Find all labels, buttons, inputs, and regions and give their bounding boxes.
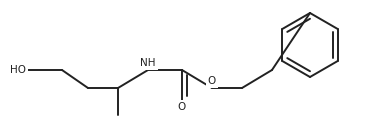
Text: HO: HO — [10, 65, 26, 75]
Text: NH: NH — [140, 58, 156, 68]
Text: O: O — [208, 76, 216, 86]
Text: O: O — [178, 102, 186, 112]
